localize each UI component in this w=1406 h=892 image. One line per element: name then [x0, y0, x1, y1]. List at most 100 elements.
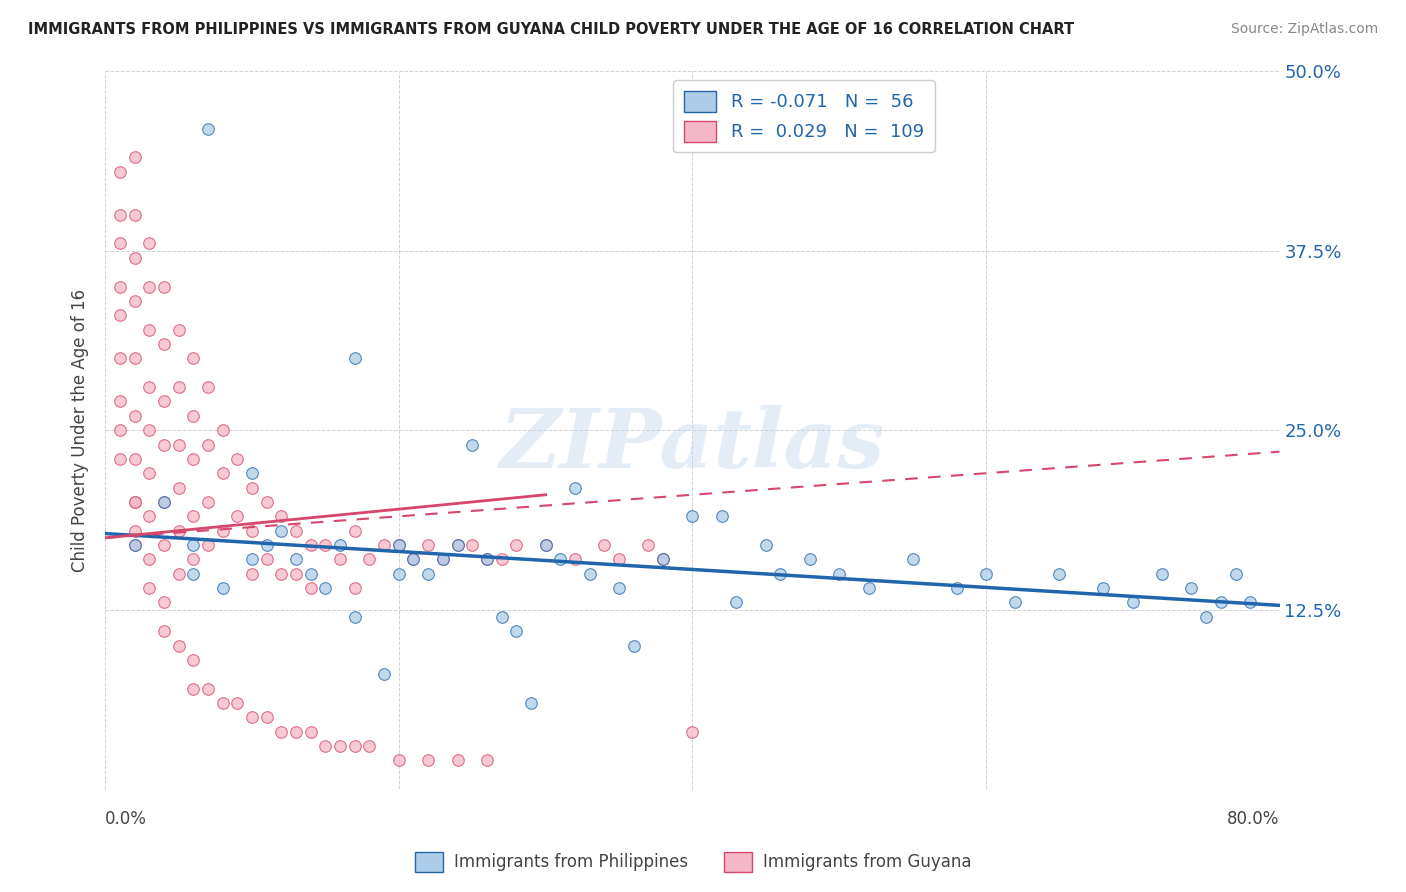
Point	[181, 451, 204, 466]
Point	[108, 423, 131, 437]
Point	[181, 351, 204, 366]
Point	[197, 380, 219, 394]
Point	[1180, 581, 1202, 595]
Point	[343, 581, 366, 595]
Point	[240, 710, 263, 724]
Point	[299, 566, 322, 581]
Point	[1092, 581, 1115, 595]
Point	[153, 495, 176, 509]
Point	[197, 495, 219, 509]
Point	[270, 566, 292, 581]
Point	[388, 538, 411, 552]
Point	[475, 552, 498, 566]
Point	[108, 308, 131, 322]
Point	[108, 164, 131, 178]
Point	[153, 495, 176, 509]
Point	[124, 293, 146, 308]
Point	[858, 581, 880, 595]
Point	[974, 566, 997, 581]
Point	[710, 509, 733, 524]
Point	[388, 566, 411, 581]
Point	[124, 351, 146, 366]
Text: Immigrants from Guyana: Immigrants from Guyana	[763, 853, 972, 871]
Point	[1047, 566, 1070, 581]
Point	[285, 566, 308, 581]
Point	[314, 538, 336, 552]
Point	[108, 394, 131, 409]
Point	[197, 121, 219, 136]
Point	[285, 552, 308, 566]
Point	[108, 208, 131, 222]
Point	[197, 437, 219, 451]
Point	[491, 552, 513, 566]
Point	[124, 495, 146, 509]
Point	[167, 639, 190, 653]
Point	[534, 538, 557, 552]
Point	[153, 337, 176, 351]
Point	[167, 323, 190, 337]
Point	[256, 538, 278, 552]
Point	[461, 538, 484, 552]
Point	[418, 754, 440, 768]
Point	[402, 552, 425, 566]
Point	[124, 409, 146, 423]
Point	[475, 754, 498, 768]
Point	[138, 467, 160, 481]
Point	[1152, 566, 1174, 581]
Point	[226, 509, 249, 524]
Point	[181, 566, 204, 581]
Point	[124, 524, 146, 538]
Point	[124, 251, 146, 265]
Y-axis label: Child Poverty Under the Age of 16: Child Poverty Under the Age of 16	[72, 289, 89, 572]
Point	[418, 566, 440, 581]
Point	[124, 451, 146, 466]
Point	[799, 552, 821, 566]
Point	[197, 681, 219, 696]
Point	[343, 739, 366, 753]
Text: 80.0%: 80.0%	[1227, 810, 1279, 828]
Point	[359, 739, 381, 753]
Point	[520, 696, 543, 710]
Point	[343, 610, 366, 624]
Point	[373, 667, 395, 681]
Point	[446, 538, 468, 552]
Point	[652, 552, 675, 566]
Point	[446, 538, 468, 552]
Point	[124, 150, 146, 164]
Text: Source: ZipAtlas.com: Source: ZipAtlas.com	[1230, 22, 1378, 37]
Point	[240, 566, 263, 581]
Point	[623, 639, 645, 653]
Point	[329, 739, 352, 753]
Point	[299, 538, 322, 552]
Point	[1225, 566, 1247, 581]
Point	[769, 566, 792, 581]
Legend: R = -0.071   N =  56, R =  0.029   N =  109: R = -0.071 N = 56, R = 0.029 N = 109	[673, 80, 935, 153]
Point	[505, 624, 527, 639]
Point	[343, 351, 366, 366]
Point	[388, 538, 411, 552]
Point	[256, 495, 278, 509]
Point	[153, 538, 176, 552]
Point	[270, 509, 292, 524]
Point	[167, 437, 190, 451]
Point	[138, 423, 160, 437]
Point	[240, 467, 263, 481]
Point	[285, 524, 308, 538]
Point	[432, 552, 454, 566]
Point	[828, 566, 851, 581]
Point	[153, 394, 176, 409]
Point	[138, 509, 160, 524]
Point	[578, 566, 600, 581]
Point	[373, 538, 395, 552]
Point	[240, 481, 263, 495]
Point	[153, 437, 176, 451]
Point	[138, 323, 160, 337]
Point	[124, 495, 146, 509]
Point	[329, 538, 352, 552]
Point	[1195, 610, 1218, 624]
Point	[181, 552, 204, 566]
Point	[901, 552, 924, 566]
Point	[418, 538, 440, 552]
Point	[945, 581, 967, 595]
Point	[167, 524, 190, 538]
